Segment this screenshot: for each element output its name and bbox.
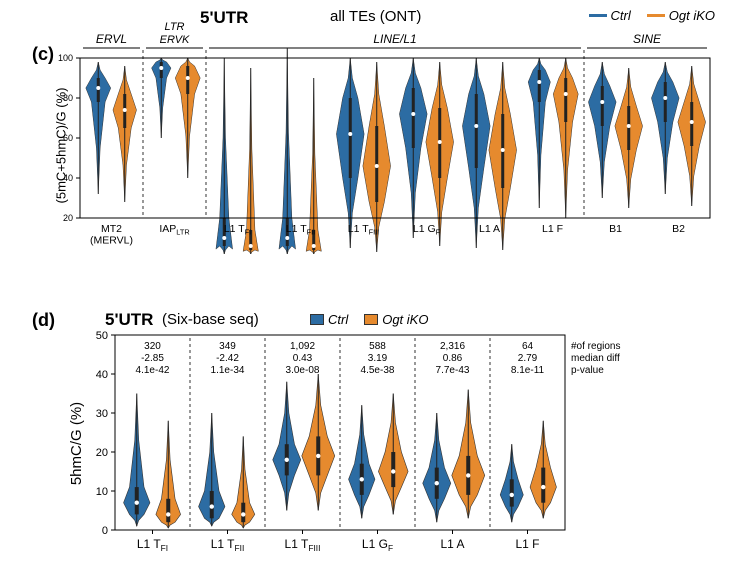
svg-text:L1 A: L1 A xyxy=(479,223,500,235)
svg-text:0.43: 0.43 xyxy=(293,353,313,364)
svg-text:L1 F: L1 F xyxy=(542,223,563,235)
svg-text:2,316: 2,316 xyxy=(440,341,465,352)
svg-text:L1 TFI: L1 TFI xyxy=(137,537,168,553)
svg-text:#of regions: #of regions xyxy=(571,341,620,352)
svg-text:ERVL: ERVL xyxy=(96,32,127,46)
panel-c-chart: ERVL LTRERVK LINE/L1 SINE 20 40 60 80 100 MT2(MER… xyxy=(30,8,720,258)
panel-c: all TEs (ONT) 5'UTR Ctrl Ogt iKO (5mC+5h… xyxy=(30,8,720,258)
svg-text:8.1e-11: 8.1e-11 xyxy=(511,365,545,376)
svg-text:median diff: median diff xyxy=(571,353,620,364)
svg-text:1.1e-34: 1.1e-34 xyxy=(211,365,245,376)
panel-d: 5'UTR (Six-base seq) Ctrl Ogt iKO 5hmC/G… xyxy=(80,310,640,560)
svg-text:LTR: LTR xyxy=(165,21,185,33)
svg-text:50: 50 xyxy=(96,330,108,342)
svg-text:L1 A: L1 A xyxy=(440,537,464,551)
svg-text:0: 0 xyxy=(102,525,108,537)
svg-text:3.0e-08: 3.0e-08 xyxy=(286,365,320,376)
svg-text:B2: B2 xyxy=(672,223,685,235)
svg-text:p-value: p-value xyxy=(571,365,604,376)
panel-d-chart: 0 10 20 30 40 50 #of regionsmedian diffp-value… xyxy=(80,310,640,560)
svg-text:60: 60 xyxy=(63,133,73,143)
svg-text:L1 TFIII: L1 TFIII xyxy=(285,537,321,553)
svg-text:L1 GF: L1 GF xyxy=(362,537,393,553)
svg-text:30: 30 xyxy=(96,408,108,420)
svg-text:4.1e-42: 4.1e-42 xyxy=(136,365,170,376)
figure-container: (c) all TEs (ONT) 5'UTR Ctrl Ogt iKO (5m… xyxy=(0,0,749,574)
svg-text:349: 349 xyxy=(219,341,236,352)
svg-text:MT2(MERVL): MT2(MERVL) xyxy=(90,223,133,247)
svg-text:LINE/L1: LINE/L1 xyxy=(373,32,416,46)
svg-text:B1: B1 xyxy=(609,223,622,235)
svg-text:1,092: 1,092 xyxy=(290,341,315,352)
svg-text:-2.42: -2.42 xyxy=(216,353,239,364)
svg-text:10: 10 xyxy=(96,486,108,498)
svg-text:64: 64 xyxy=(522,341,534,352)
svg-text:4.5e-38: 4.5e-38 xyxy=(361,365,395,376)
svg-text:20: 20 xyxy=(63,213,73,223)
svg-text:7.7e-43: 7.7e-43 xyxy=(436,365,470,376)
svg-text:ERVK: ERVK xyxy=(160,34,190,46)
svg-text:L1 GF: L1 GF xyxy=(413,223,441,237)
svg-text:0.86: 0.86 xyxy=(443,353,463,364)
panel-d-label: (d) xyxy=(32,310,55,331)
svg-text:L1 TFII: L1 TFII xyxy=(211,537,245,553)
svg-text:40: 40 xyxy=(63,173,73,183)
svg-text:588: 588 xyxy=(369,341,386,352)
svg-text:3.19: 3.19 xyxy=(368,353,388,364)
svg-text:20: 20 xyxy=(96,447,108,459)
svg-text:2.79: 2.79 xyxy=(518,353,538,364)
svg-text:80: 80 xyxy=(63,93,73,103)
svg-text:100: 100 xyxy=(58,53,73,63)
svg-text:IAPLTR: IAPLTR xyxy=(159,223,189,237)
svg-text:SINE: SINE xyxy=(633,32,662,46)
svg-text:-2.85: -2.85 xyxy=(141,353,164,364)
svg-text:L1 F: L1 F xyxy=(515,537,539,551)
svg-text:40: 40 xyxy=(96,369,108,381)
svg-text:320: 320 xyxy=(144,341,161,352)
